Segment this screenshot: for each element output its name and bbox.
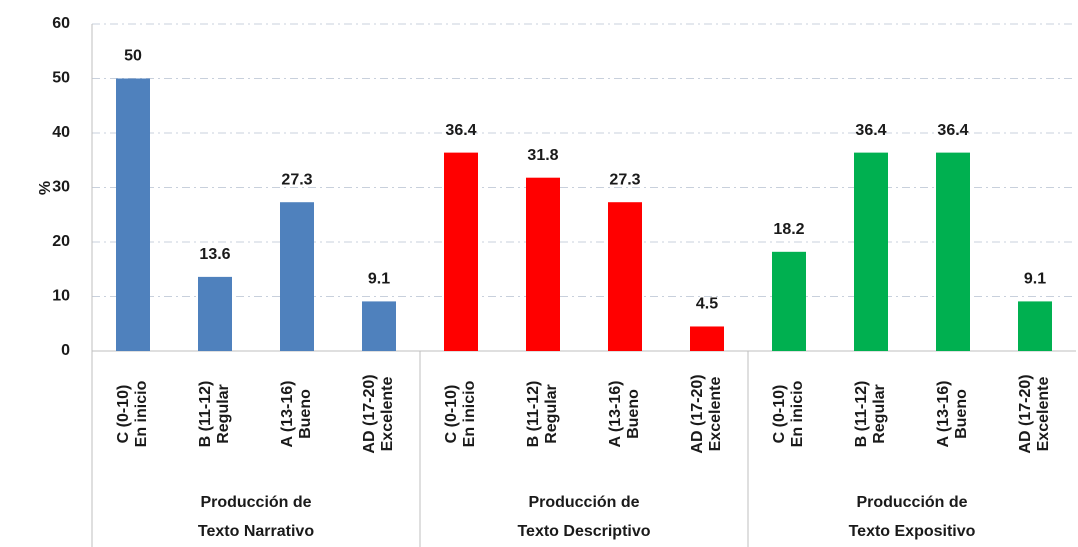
bar	[280, 202, 314, 351]
x-tick-label: Regular	[215, 384, 232, 444]
y-tick-label: 50	[52, 70, 70, 87]
x-tick-label: AD (17-20)	[361, 374, 378, 453]
bar	[936, 152, 970, 351]
y-tick-label: 30	[52, 179, 70, 196]
x-tick-label: B (11-12)	[525, 381, 542, 448]
bar	[772, 251, 806, 351]
x-tick-label: Bueno	[953, 389, 970, 439]
bar	[1018, 301, 1052, 351]
y-tick-label: 60	[52, 15, 70, 32]
x-tick-label: A (13-16)	[279, 381, 296, 448]
x-tick-label: En inicio	[461, 380, 478, 447]
x-tick-label: AD (17-20)	[689, 374, 706, 453]
value-label: 27.3	[609, 171, 640, 188]
value-label: 13.6	[199, 246, 230, 263]
x-tick-label: Regular	[871, 384, 888, 444]
value-label: 18.2	[773, 221, 804, 238]
value-label: 36.4	[445, 122, 476, 139]
y-tick-label: 40	[52, 124, 70, 141]
x-tick-label: Regular	[543, 384, 560, 444]
value-label: 50	[124, 48, 142, 65]
x-tick-label: Excelente	[707, 377, 724, 452]
value-label: 27.3	[281, 171, 312, 188]
x-tick-label: Bueno	[625, 389, 642, 439]
group-label: Texto Expositivo	[849, 523, 976, 540]
x-tick-label: C (0-10)	[115, 385, 132, 444]
y-tick-label: 20	[52, 233, 70, 250]
x-tick-label: AD (17-20)	[1017, 374, 1034, 453]
x-tick-label: Excelente	[1035, 377, 1052, 452]
y-tick-label: 10	[52, 288, 70, 305]
bar	[526, 177, 560, 351]
y-axis-label: %	[37, 181, 54, 195]
x-tick-label: C (0-10)	[771, 385, 788, 444]
x-tick-label: Excelente	[379, 377, 396, 452]
x-tick-label: En inicio	[789, 380, 806, 447]
x-tick-label: B (11-12)	[197, 381, 214, 448]
x-tick-label: B (11-12)	[853, 381, 870, 448]
bar	[116, 78, 150, 351]
x-tick-label: C (0-10)	[443, 385, 460, 444]
group-label: Texto Descriptivo	[517, 523, 650, 540]
bar	[854, 152, 888, 351]
x-tick-label: En inicio	[133, 380, 150, 447]
bar	[690, 326, 724, 351]
bar	[362, 301, 396, 351]
value-label: 9.1	[1024, 271, 1046, 288]
value-label: 4.5	[696, 296, 718, 313]
group-label: Texto Narrativo	[198, 523, 314, 540]
x-tick-label: A (13-16)	[607, 381, 624, 448]
bar	[608, 202, 642, 351]
x-tick-label: Bueno	[297, 389, 314, 439]
group-label: Producción de	[528, 494, 639, 511]
bar	[198, 276, 232, 351]
value-label: 36.4	[855, 122, 886, 139]
group-label: Producción de	[200, 494, 311, 511]
value-label: 36.4	[937, 122, 968, 139]
value-label: 31.8	[527, 147, 558, 164]
bar	[444, 152, 478, 351]
group-label: Producción de	[856, 494, 967, 511]
x-tick-label: A (13-16)	[935, 381, 952, 448]
y-tick-label: 0	[61, 342, 70, 359]
value-label: 9.1	[368, 271, 390, 288]
